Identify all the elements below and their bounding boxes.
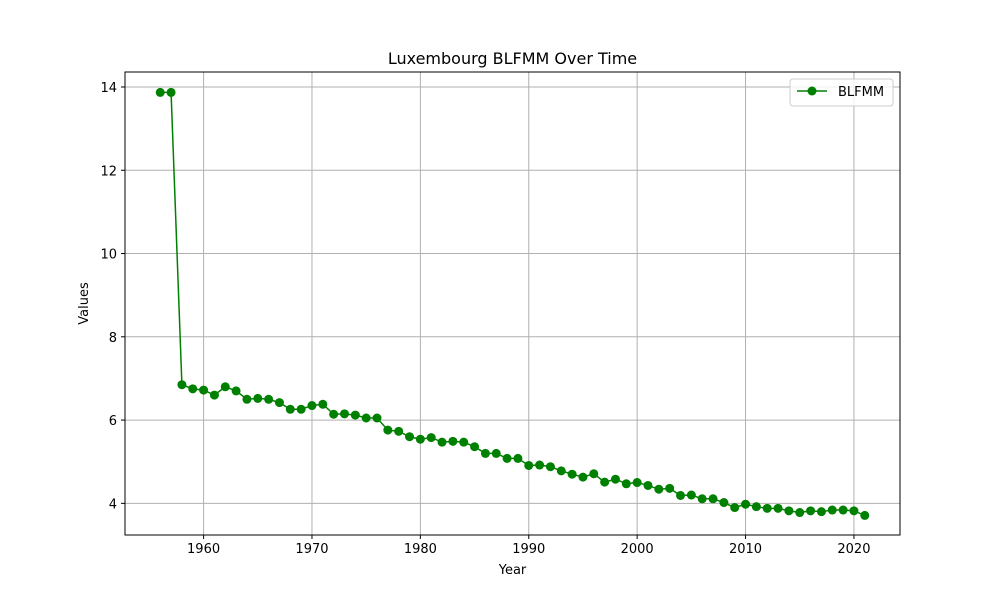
legend-marker-blfmm [807, 86, 817, 96]
data-point [199, 385, 209, 395]
data-point [827, 505, 837, 515]
y-axis-label: Values [77, 282, 92, 325]
data-point [448, 436, 458, 446]
data-point [632, 478, 642, 488]
data-point [480, 448, 490, 458]
data-point [415, 434, 425, 444]
data-point [339, 409, 349, 419]
series-blfmm [155, 87, 870, 520]
x-tick-label: 2000 [621, 542, 654, 557]
data-point [188, 384, 198, 394]
data-point [253, 393, 263, 403]
grid [125, 72, 900, 535]
data-point [784, 506, 794, 516]
data-point [437, 437, 447, 447]
data-point [751, 502, 761, 512]
y-tick-label: 10 [100, 248, 117, 263]
data-point [535, 460, 545, 470]
data-point [296, 404, 306, 414]
data-point [470, 442, 480, 452]
x-tick-label: 1960 [187, 542, 220, 557]
data-point [741, 499, 751, 509]
legend-box [789, 78, 894, 107]
data-point [329, 409, 339, 419]
data-point [177, 380, 187, 390]
data-point [621, 479, 631, 489]
data-point [155, 87, 165, 97]
data-point [459, 437, 469, 447]
data-point [719, 498, 729, 508]
data-point [686, 490, 696, 500]
data-point [578, 472, 588, 482]
data-point [318, 399, 328, 409]
data-point [220, 382, 230, 392]
data-point [264, 394, 274, 404]
x-tick-label: 2010 [729, 542, 762, 557]
data-point [361, 413, 371, 423]
data-point [556, 466, 566, 476]
data-point [676, 490, 686, 500]
data-point [350, 410, 360, 420]
data-point [372, 413, 382, 423]
legend: BLFMM [789, 78, 894, 107]
data-point [806, 506, 816, 516]
data-point [274, 398, 284, 408]
y-tick-label: 14 [100, 81, 117, 96]
plot-area-frame [124, 71, 901, 536]
data-point [730, 503, 740, 513]
x-tick-label: 1980 [404, 542, 437, 557]
data-point [405, 432, 415, 442]
data-point [795, 508, 805, 518]
data-point [491, 448, 501, 458]
data-point [394, 426, 404, 436]
data-point [513, 453, 523, 463]
data-point [307, 401, 317, 411]
y-axis-ticks: 4 6 8 10 12 14 [100, 81, 125, 512]
x-axis-ticks: 1960 1970 1980 1990 2000 2010 2020 [187, 535, 870, 557]
data-point [589, 469, 599, 479]
x-tick-label: 2020 [837, 542, 870, 557]
data-point [383, 425, 393, 435]
y-tick-label: 12 [100, 164, 117, 179]
y-tick-label: 6 [109, 414, 117, 429]
data-point [242, 394, 252, 404]
data-point [545, 462, 555, 472]
x-tick-label: 1970 [295, 542, 328, 557]
x-tick-label: 1990 [512, 542, 545, 557]
data-point [654, 484, 664, 494]
x-axis-label: Year [498, 563, 527, 578]
data-point [600, 477, 610, 487]
data-point [708, 494, 718, 504]
data-point [209, 390, 219, 400]
data-point [697, 494, 707, 504]
y-tick-label: 8 [109, 331, 117, 346]
data-point [231, 386, 241, 396]
data-point [762, 503, 772, 513]
legend-label-blfmm: BLFMM [838, 85, 884, 100]
data-point [502, 453, 512, 463]
data-point [838, 505, 848, 515]
data-point [773, 503, 783, 513]
data-point [860, 510, 870, 520]
data-point [166, 87, 176, 97]
data-point [849, 506, 859, 516]
data-point [665, 483, 675, 493]
data-point [524, 460, 534, 470]
data-point [816, 507, 826, 517]
data-point [643, 480, 653, 490]
data-point [426, 433, 436, 443]
data-point [567, 469, 577, 479]
chart-title: Luxembourg BLFMM Over Time [388, 49, 637, 68]
y-tick-label: 4 [109, 497, 117, 512]
data-point [610, 474, 620, 484]
data-point [285, 404, 295, 414]
